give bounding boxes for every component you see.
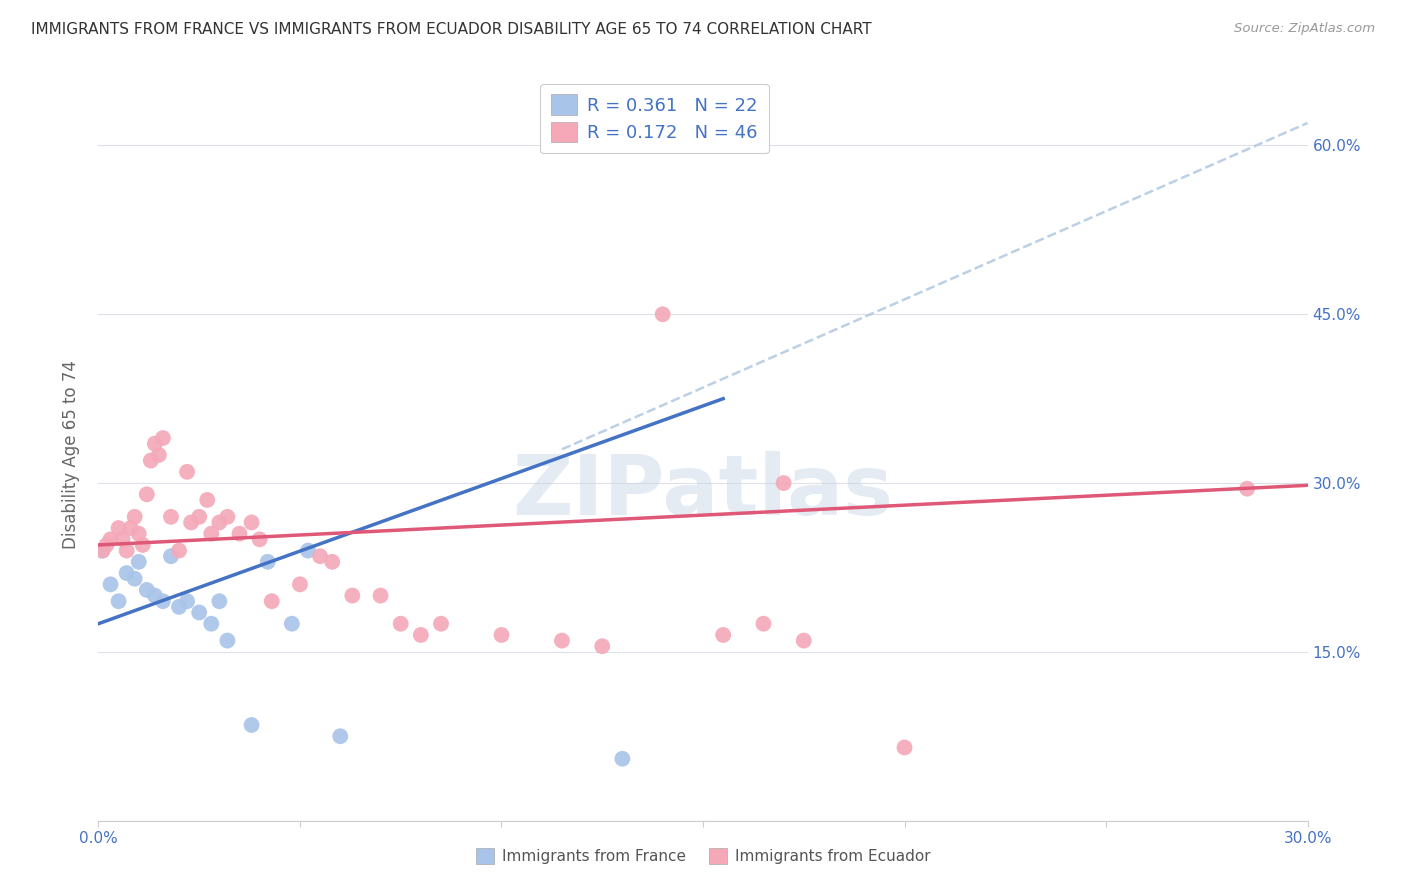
Point [107,594,129,608]
Point [128,526,150,541]
Point [711,628,734,642]
Y-axis label: Disability Age 65 to 74: Disability Age 65 to 74 [62,360,80,549]
Point [143,436,166,450]
Point [240,718,263,732]
Point [329,729,352,743]
Point [176,594,198,608]
Point [91,543,114,558]
Text: ZIPatlas: ZIPatlas [513,451,893,532]
Point [217,509,239,524]
Point [167,543,190,558]
Point [793,633,815,648]
Point [651,307,673,321]
Point [752,616,775,631]
Point [160,509,183,524]
Point [195,492,218,507]
Point [591,639,613,653]
Point [551,633,574,648]
Point [188,509,211,524]
Point [1236,482,1258,496]
Point [91,543,114,558]
Point [297,543,319,558]
Point [249,533,271,547]
Point [96,538,118,552]
Point [100,577,122,591]
Point [893,740,915,755]
Point [160,549,183,564]
Point [152,594,174,608]
Point [288,577,311,591]
Point [124,509,146,524]
Point [152,431,174,445]
Point [115,566,138,580]
Point [281,616,304,631]
Point [240,516,263,530]
Point [148,448,170,462]
Legend: Immigrants from France, Immigrants from Ecuador: Immigrants from France, Immigrants from … [468,840,938,871]
Point [132,538,155,552]
Point [180,516,202,530]
Point [100,533,122,547]
Point [389,616,412,631]
Point [124,572,146,586]
Point [139,453,162,467]
Point [135,487,157,501]
Point [176,465,198,479]
Point [772,476,794,491]
Point [200,526,222,541]
Point [491,628,513,642]
Point [135,582,157,597]
Point [260,594,283,608]
Point [342,589,364,603]
Point [107,521,129,535]
Point [370,589,392,603]
Point [128,555,150,569]
Point [115,543,138,558]
Point [256,555,278,569]
Point [321,555,343,569]
Point [143,589,166,603]
Point [228,526,250,541]
Text: IMMIGRANTS FROM FRANCE VS IMMIGRANTS FROM ECUADOR DISABILITY AGE 65 TO 74 CORREL: IMMIGRANTS FROM FRANCE VS IMMIGRANTS FRO… [31,22,872,37]
Point [188,606,211,620]
Point [208,594,231,608]
Point [430,616,453,631]
Point [167,599,190,614]
Point [309,549,332,564]
Point [217,633,239,648]
Point [612,752,634,766]
Text: Source: ZipAtlas.com: Source: ZipAtlas.com [1234,22,1375,36]
Point [111,533,134,547]
Point [200,616,222,631]
Point [409,628,432,642]
Point [208,516,231,530]
Point [120,521,142,535]
